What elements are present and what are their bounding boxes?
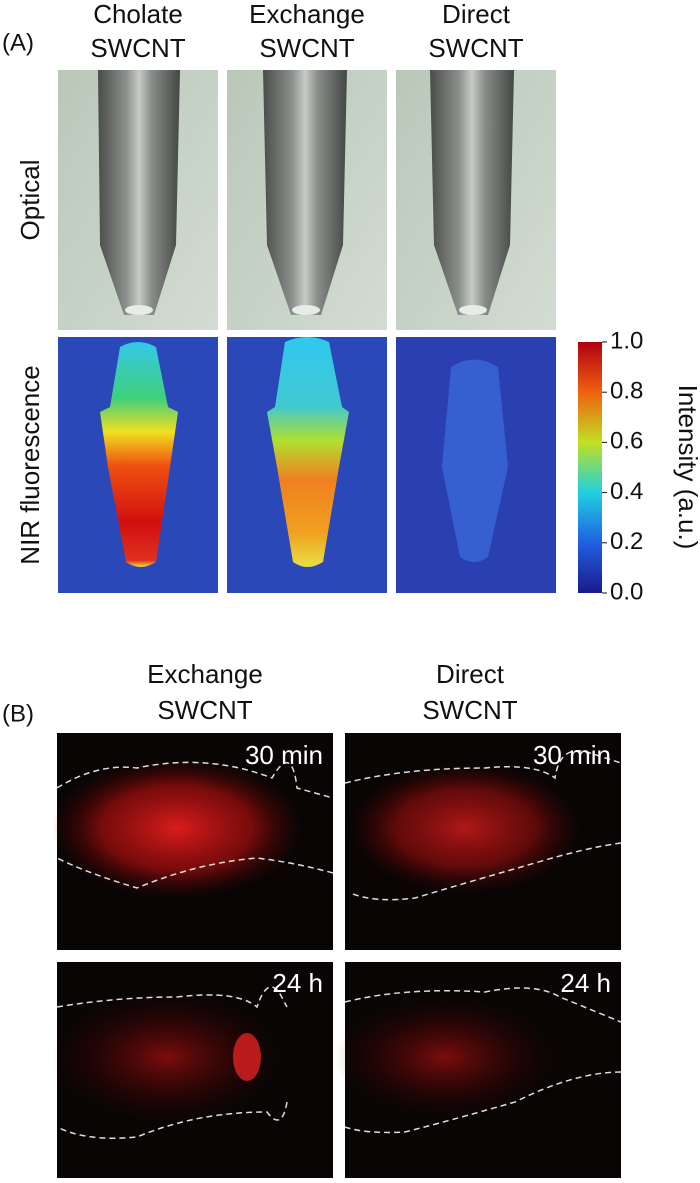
colorbar-tick-label: 0.8 — [610, 378, 643, 405]
time-label: 30 min — [245, 740, 323, 770]
colorbar — [578, 342, 602, 593]
column-header: SWCNT — [428, 33, 523, 63]
column-header: Cholate — [93, 0, 183, 29]
panel-label: (A) — [2, 29, 34, 56]
column-header: Exchange — [249, 0, 365, 29]
column-header: Direct — [436, 659, 505, 689]
column-header: SWCNT — [90, 33, 185, 63]
colorbar-tick-label: 0.6 — [610, 428, 643, 455]
row-label: NIR fluorescence — [15, 365, 45, 564]
colorbar-tick-label: 0.0 — [610, 578, 643, 605]
nir-images — [58, 337, 556, 593]
column-header: SWCNT — [422, 695, 517, 725]
time-label: 30 min — [533, 740, 611, 770]
colorbar-tick-label: 0.4 — [610, 478, 643, 505]
time-label: 24 h — [560, 968, 611, 998]
mouse-images — [52, 733, 622, 1178]
column-header: SWCNT — [259, 33, 354, 63]
optical-images — [58, 70, 556, 330]
column-header: SWCNT — [157, 695, 252, 725]
colorbar-label: Intensity (a.u.) — [673, 385, 700, 550]
colorbar-tick-label: 0.2 — [610, 528, 643, 555]
colorbar-tick-label: 1.0 — [610, 327, 643, 354]
row-label: Optical — [15, 160, 45, 241]
column-header: Direct — [442, 0, 511, 29]
panel-label: (B) — [2, 700, 34, 727]
time-label: 24 h — [272, 968, 323, 998]
column-header: Exchange — [147, 659, 263, 689]
